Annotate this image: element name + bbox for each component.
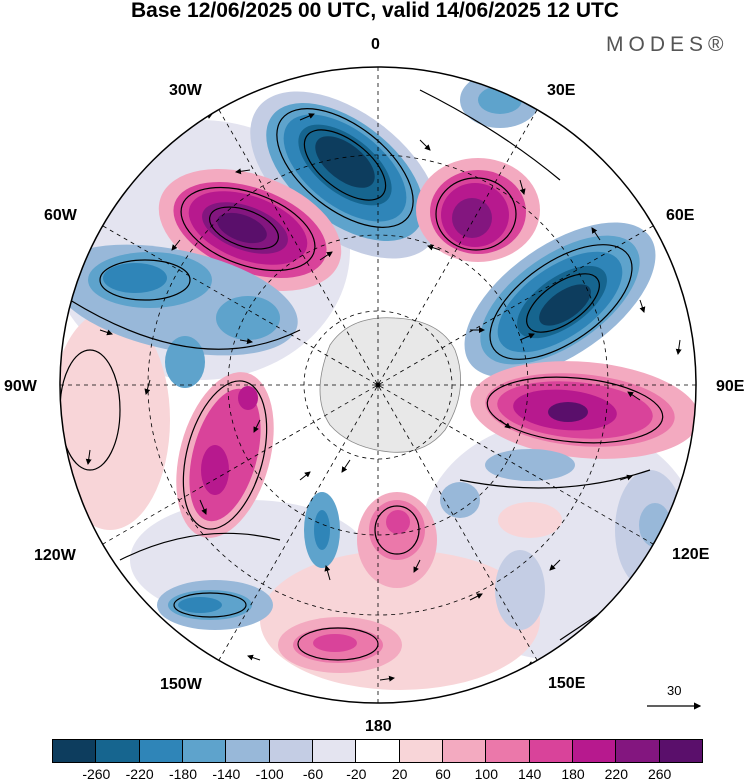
colorbar-segment xyxy=(398,739,443,763)
colorbar-segment xyxy=(355,739,400,763)
colorbar-segment xyxy=(615,739,660,763)
lon-label-150e: 150E xyxy=(548,675,586,692)
colorbar-tick-label: 20 xyxy=(391,766,408,782)
colorbar-tick-label: -60 xyxy=(302,766,324,782)
colorbar-segment xyxy=(658,739,703,763)
lon-label-90w: 90W xyxy=(4,378,37,395)
lon-label-120w: 120W xyxy=(34,547,76,564)
colorbar-segment xyxy=(528,739,573,763)
lon-label-0: 0 xyxy=(371,36,380,53)
colorbar-tick-label: 140 xyxy=(517,766,542,782)
colorbar-segment xyxy=(95,739,140,763)
colorbar-tick-label: -20 xyxy=(346,766,367,782)
colorbar-segment xyxy=(268,739,313,763)
lon-label-150w: 150W xyxy=(160,676,202,693)
colorbar-tick-label: 260 xyxy=(647,766,672,782)
colorbar-segment xyxy=(311,739,357,763)
colorbar-tick-label: 100 xyxy=(474,766,499,782)
map-title: Base 12/06/2025 00 UTC, valid 14/06/2025… xyxy=(131,0,619,22)
colorbar-tick-label: 60 xyxy=(435,766,451,782)
colorbar-segment xyxy=(225,739,270,763)
colorbar-tick-label: 220 xyxy=(604,766,629,782)
colorbar-segment xyxy=(571,739,617,763)
colorbar-segment xyxy=(441,739,487,763)
reference-vector-label: 30 xyxy=(667,683,682,698)
lon-label-30w: 30W xyxy=(169,82,202,99)
lon-label-90e: 90E xyxy=(716,378,745,395)
lon-label-60e: 60E xyxy=(666,207,695,224)
modes-logo: MODES® xyxy=(606,33,729,56)
lon-label-30e: 30E xyxy=(547,82,576,99)
lon-label-60w: 60W xyxy=(44,207,77,224)
anomaly-field xyxy=(60,67,696,703)
colorbar-segment xyxy=(52,739,97,763)
colorbar-tick-label: -260 xyxy=(82,766,111,782)
colorbar-tick-label: 180 xyxy=(561,766,585,782)
colorbar-tick-label: -100 xyxy=(255,766,284,782)
colorbar-ticks: -260 -220 -180 -140 -100 -60 -20 20 60 100 140 180 2… xyxy=(0,766,750,783)
colorbar-segment xyxy=(138,739,183,763)
colorbar-segment xyxy=(181,739,227,763)
lon-label-120e: 120E xyxy=(672,546,710,563)
lon-label-180: 180 xyxy=(365,718,392,735)
colorbar xyxy=(52,739,703,763)
colorbar-tick-label: -180 xyxy=(168,766,198,782)
colorbar-segment xyxy=(485,739,530,763)
colorbar-tick-label: -220 xyxy=(125,766,154,782)
colorbar-tick-label: -140 xyxy=(212,766,241,782)
